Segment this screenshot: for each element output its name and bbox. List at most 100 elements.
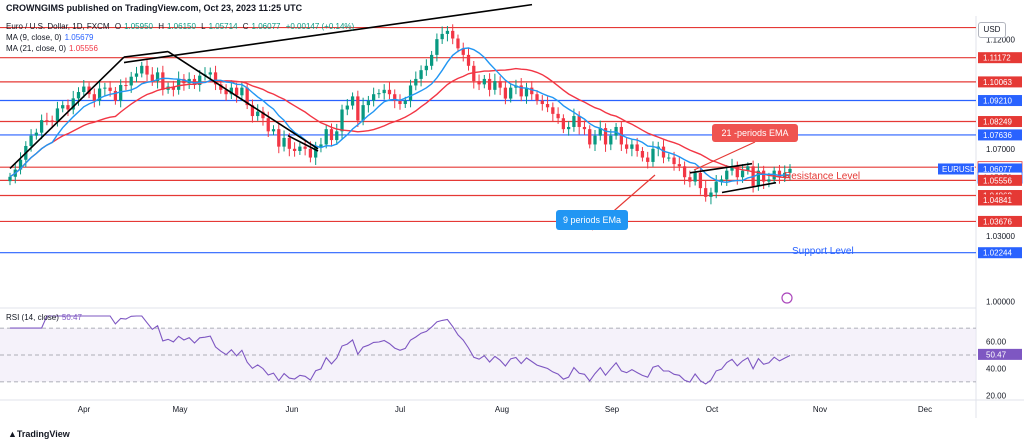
price-label-text: 1.09210 [983, 97, 1012, 106]
candle-body [777, 170, 782, 178]
candle-body [76, 92, 81, 99]
candle-body [140, 65, 144, 74]
ema21-box [712, 124, 798, 142]
candle-body [672, 157, 676, 165]
time-tick-label: May [172, 405, 187, 414]
candle-body [408, 85, 413, 101]
candle-body [50, 120, 54, 122]
publisher-line: CROWNGIMS published on TradingView.com, … [6, 3, 302, 13]
price-tick-label: 1.00000 [986, 298, 1015, 307]
candle-body [61, 105, 65, 109]
candle-body [377, 93, 381, 95]
rsi-legend[interactable]: RSI (14, close) 50.47 [6, 313, 85, 322]
candle-body [698, 172, 703, 189]
candle-body [482, 78, 486, 85]
price-label-box [978, 52, 1022, 64]
ma9-legend[interactable]: MA (9, close, 0) 1.05679 [6, 33, 97, 42]
price-tick-label: 1.07000 [986, 145, 1015, 154]
candle-body [155, 72, 160, 82]
candle-body [177, 78, 181, 90]
candle-body [18, 159, 23, 170]
candle-body [208, 72, 212, 75]
candle-body [567, 126, 571, 130]
time-tick-label: Jun [286, 405, 299, 414]
ema21-pointer [693, 141, 756, 171]
candle-body [198, 75, 202, 86]
candle-body [303, 146, 307, 149]
candle-body [298, 146, 302, 151]
rsi-tick-label: 60.00 [986, 338, 1007, 347]
candle-body [609, 135, 613, 145]
price-label-box [978, 76, 1022, 88]
price-label-text: 1.08249 [983, 118, 1012, 127]
rsi-tick-label: 40.00 [986, 364, 1007, 373]
candle-body [124, 85, 128, 87]
time-tick-label: Aug [495, 405, 509, 414]
publisher-text: CROWNGIMS published on TradingView.com, … [6, 3, 303, 13]
candle-body [551, 107, 555, 114]
high-value: 1.06150 [167, 22, 196, 31]
candle-body [424, 65, 428, 71]
symbol-tag-text: EURUSD [942, 165, 976, 174]
candle-body [593, 135, 597, 145]
candle-body [287, 137, 291, 149]
low-label: L [201, 22, 206, 31]
tradingview-logo[interactable]: ▲​ TradingView [8, 429, 70, 439]
price-label-box [978, 129, 1022, 141]
candle-body [762, 170, 766, 182]
price-label-box [978, 174, 1022, 186]
rsi-label: RSI (14, close) [6, 313, 59, 322]
candle-body [292, 148, 297, 151]
trend-line [9, 56, 125, 170]
candle-body [735, 166, 739, 178]
candle-body [129, 76, 133, 86]
candle-body [472, 65, 476, 82]
candle-body [651, 148, 655, 162]
candle-body [730, 166, 734, 171]
price-label-box [978, 215, 1022, 227]
candle-body [350, 96, 355, 106]
candle-body [134, 73, 139, 77]
candle-body [725, 170, 729, 180]
low-value: 1.05714 [208, 22, 238, 31]
candle-body [667, 157, 671, 159]
candle-body [250, 105, 255, 117]
symbol-tag-box [938, 163, 974, 175]
candle-body [108, 87, 112, 91]
price-label-box [978, 247, 1022, 259]
rsi-line [10, 315, 791, 385]
rsi-value: 50.47 [61, 313, 82, 322]
candle-body [556, 113, 560, 119]
price-label-text: 1.02244 [983, 249, 1012, 258]
candle-body [767, 179, 771, 182]
candle-body [682, 166, 687, 178]
candle-body [229, 87, 233, 95]
candle-body [45, 120, 49, 122]
candle-body [603, 128, 608, 145]
open-label: O [114, 22, 122, 31]
ma21-legend[interactable]: MA (21, close, 0) 1.05556 [6, 44, 101, 53]
candle-body [245, 87, 249, 106]
candle-body [319, 144, 323, 147]
candle-body [429, 54, 434, 66]
price-label-text: 1.11172 [983, 54, 1011, 63]
support-label: Support Level [792, 246, 854, 257]
candle-body [756, 170, 761, 186]
candle-body [119, 85, 123, 101]
candle-body [329, 129, 334, 141]
price-label-text: 1.03676 [983, 217, 1012, 226]
symbol-name[interactable]: Euro / U.S. Dollar, 1D, FXCM [6, 22, 110, 31]
candle-body [403, 100, 407, 105]
time-tick-label: Sep [605, 405, 620, 414]
resistance-label: Resistance Level [784, 171, 860, 182]
footer: ▲​ TradingView [0, 424, 1024, 443]
currency-button[interactable]: USD [978, 22, 1006, 38]
tv-logo-icon: ▲​ [8, 429, 17, 439]
candle-body [535, 94, 539, 101]
candle-body [234, 87, 239, 96]
candle-body [451, 30, 455, 39]
trend-line [689, 162, 753, 174]
close-label: C [242, 22, 249, 31]
candle-body [398, 100, 402, 105]
